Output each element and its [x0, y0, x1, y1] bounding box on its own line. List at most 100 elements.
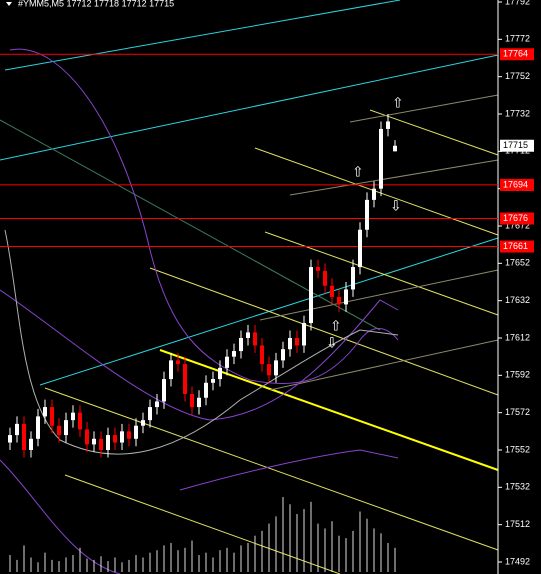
level-label-box [500, 48, 534, 61]
candle-body [344, 289, 348, 305]
arrow-down: ⇩ [390, 198, 402, 214]
volume-bar [58, 561, 60, 572]
volume-bar [114, 557, 116, 572]
volume-bar [177, 550, 179, 572]
candle-body [260, 345, 264, 365]
candle-body [267, 364, 271, 376]
candle-body [309, 267, 313, 324]
candle-body [22, 423, 26, 450]
volume-bar [275, 516, 277, 572]
volume-bar [205, 552, 207, 572]
level-label: 17764 [503, 49, 528, 59]
volume-bar [387, 542, 389, 572]
volume-bar [149, 552, 151, 572]
volume-bar [240, 545, 242, 572]
level-label-box [500, 178, 534, 191]
level-label: 17676 [503, 213, 528, 223]
level-label: 17694 [503, 179, 528, 189]
volume-bar [289, 504, 291, 572]
volume-bar [233, 552, 235, 572]
candle-body [64, 420, 68, 436]
candle-body [246, 332, 250, 338]
volume-bar [51, 559, 53, 572]
volume-bar [93, 559, 95, 572]
volume-bar [198, 555, 200, 572]
candle-body [169, 360, 173, 380]
volume-bar [317, 523, 319, 572]
volume-bar [9, 555, 11, 572]
candle-body [281, 349, 285, 361]
candle-body [253, 332, 257, 346]
candle-body [71, 412, 75, 421]
candle-body [274, 360, 278, 376]
candle-body [323, 270, 327, 286]
candle-body [155, 401, 159, 408]
volume-bar [296, 513, 298, 572]
volume-bar [261, 530, 263, 572]
arrow-down: ⇩ [326, 335, 338, 351]
candle-body [330, 285, 334, 297]
volume-bar [184, 547, 186, 572]
candle-body [225, 356, 229, 368]
volume-bar [16, 559, 18, 572]
volume-bar [107, 561, 109, 572]
volume-bar [100, 556, 102, 572]
volume-bar [128, 559, 130, 572]
trend-line [369, 109, 499, 156]
candle-body [29, 438, 33, 450]
candle-body [218, 367, 222, 380]
band-line [0, 289, 399, 421]
gray-line [289, 159, 499, 196]
level-label-box [500, 240, 534, 253]
ma-line [0, 119, 381, 331]
y-tick-label: 17772 [505, 34, 530, 44]
candle-body [351, 267, 355, 290]
volume-bar [268, 523, 270, 572]
candle-body [211, 379, 215, 383]
level-label-box [500, 212, 534, 225]
y-tick-label: 17652 [505, 258, 530, 268]
band-line [0, 459, 121, 574]
candle-body [50, 407, 54, 426]
candle-body [197, 397, 201, 408]
trend-line [254, 147, 499, 236]
volume-bar [142, 557, 144, 572]
volume-bar [282, 497, 284, 572]
candle-body [288, 338, 292, 350]
volume-bar [170, 542, 172, 572]
volume-bar [37, 562, 39, 572]
candle-body [190, 394, 194, 408]
channel-line [4, 0, 401, 71]
candle-body [386, 121, 390, 129]
arrow-up: ⇧ [330, 318, 342, 334]
candle-body [127, 431, 131, 439]
candle-body [106, 435, 110, 450]
volume-bar [135, 555, 137, 572]
volume-bar [65, 557, 67, 572]
candle-body [36, 416, 40, 439]
drawings: ⇧ ⇧ ⇩ ⇧ ⇩ [0, 0, 499, 574]
volume-bar [121, 562, 123, 572]
volume-bar [212, 557, 214, 572]
volume-bar [338, 535, 340, 572]
candle-body [372, 188, 376, 200]
candle-body [337, 296, 341, 305]
volume-bar [394, 547, 396, 572]
candle-body [302, 323, 306, 346]
price-label: 17715 [503, 140, 528, 150]
trend-line [264, 231, 499, 316]
gray-line [269, 339, 499, 391]
volume-bar [331, 521, 333, 572]
candle-body [295, 338, 299, 346]
level-label: 17661 [503, 241, 528, 251]
y-tick-label: 17632 [505, 295, 530, 305]
candle-body [57, 425, 61, 436]
volume-bar [366, 518, 368, 572]
candle-body [183, 364, 187, 394]
candle-body [78, 412, 82, 430]
candle-body [99, 438, 103, 450]
volume-bar [303, 509, 305, 572]
y-tick-label: 17592 [505, 370, 530, 380]
